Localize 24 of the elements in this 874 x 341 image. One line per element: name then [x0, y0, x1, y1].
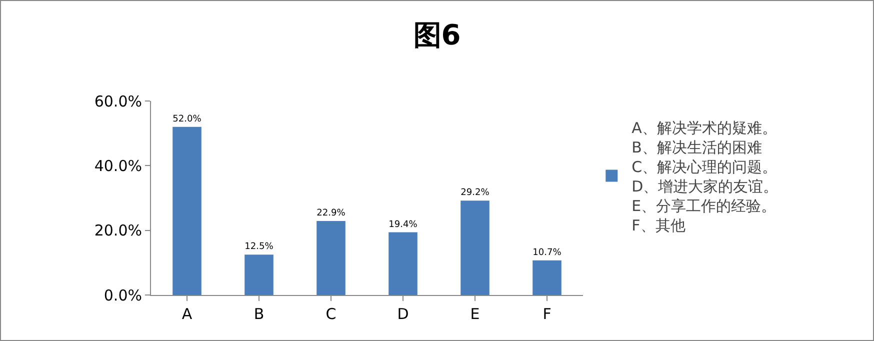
data-label: 52.0% — [172, 114, 202, 124]
bar — [316, 220, 346, 295]
x-tick-label: F — [542, 305, 552, 323]
bar — [460, 200, 490, 295]
x-tick-label: B — [254, 305, 264, 323]
data-label: 29.2% — [460, 188, 490, 198]
bar — [244, 254, 274, 295]
data-label: 12.5% — [244, 242, 274, 252]
bar — [388, 232, 418, 295]
y-tick-label: 60.0% — [94, 92, 142, 110]
x-tick-label: A — [182, 305, 193, 323]
data-label: 19.4% — [388, 220, 418, 230]
data-label: 10.7% — [532, 248, 562, 258]
y-tick-label: 0.0% — [104, 286, 142, 304]
bar — [172, 126, 202, 295]
x-tick-label: D — [397, 305, 409, 323]
legend-label: A、解决学术的疑难。 B、解决生活的困难 C、解决心理的问题。 D、增进大家的友谊。 E、分享工作的经验。 F、其他 — [632, 118, 778, 234]
bar — [532, 260, 562, 295]
y-tick-label: 40.0% — [94, 156, 142, 175]
y-tick-label: 20.0% — [94, 222, 142, 240]
data-label: 22.9% — [316, 208, 346, 219]
x-tick-label: C — [326, 305, 336, 323]
chart-title: 图6 — [413, 18, 461, 52]
x-tick-label: E — [470, 305, 480, 323]
